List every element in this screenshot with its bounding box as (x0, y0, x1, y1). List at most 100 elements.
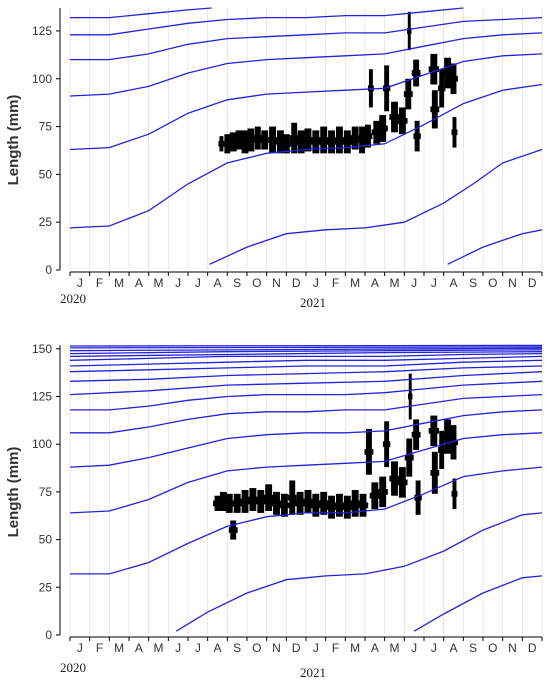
x-tick-label: S (469, 276, 477, 290)
sample-mode-bar (295, 139, 307, 145)
sample-mode-bar (310, 502, 321, 509)
sample-mode-bar (263, 494, 274, 501)
sample-mode-bar (318, 137, 329, 143)
sample-mode-bar (239, 498, 251, 505)
x-tick-label: S (233, 276, 241, 290)
sample-mode-bar (442, 433, 453, 440)
sample-mode-bar (397, 117, 408, 124)
sample-mode-bar (279, 502, 290, 509)
growth-curve-line (70, 16, 543, 61)
sample-mode-bar (213, 500, 222, 507)
sample-mode-bar (377, 125, 388, 132)
x-tick-label: A (449, 276, 457, 290)
x-tick-label: J (411, 641, 417, 655)
sample-mode-bar (364, 448, 374, 455)
growth-curve-line (69, 371, 543, 396)
y-tick-label: 50 (39, 167, 53, 181)
sample-mode-bar (289, 135, 299, 141)
sample-mode-bar (357, 502, 369, 509)
x-tick-label: N (508, 641, 517, 655)
x-tick-label: O (488, 641, 497, 655)
y-tick-label: 125 (32, 390, 52, 404)
growth-curve-line (70, 380, 543, 411)
growth-curve-line (209, 148, 543, 265)
growth-curve-line (70, 7, 212, 19)
x-tick-label: A (213, 276, 221, 290)
y-tick-label: 50 (39, 533, 53, 547)
sample-mode-bar (224, 500, 235, 507)
x-tick-label: A (371, 276, 379, 290)
growth-curve-line (69, 365, 543, 382)
x-tick-label: S (469, 641, 477, 655)
sample-mode-bar (389, 114, 400, 120)
y-axis-title: Length (mm) (5, 447, 22, 538)
sample-mode-bar (411, 431, 421, 438)
sample-mode-bar (371, 129, 382, 136)
growth-curve-line (69, 83, 543, 229)
sample-mode-bar (233, 137, 245, 143)
growth-curve-line (69, 347, 543, 352)
x-tick-label: J (313, 641, 319, 655)
sample-mode-bar (302, 137, 314, 143)
y-tick-label: 100 (32, 437, 52, 451)
growth-curve-line (69, 32, 543, 97)
sample-mode-bar (294, 500, 306, 507)
sample-mode-bar (334, 502, 345, 509)
y-tick-label: 100 (32, 72, 52, 86)
sample-mode-bar (411, 70, 421, 76)
growth-curve-line (413, 575, 543, 632)
x-tick-label: O (252, 641, 261, 655)
sample-mode-bar (404, 454, 414, 461)
x-tick-label: J (195, 276, 201, 290)
sample-mode-bar (369, 492, 380, 499)
year-label-2021: 2021 (300, 295, 326, 310)
sample-mode-bar (302, 498, 314, 505)
growth-curve-line (175, 512, 543, 632)
x-tick-label: J (411, 276, 417, 290)
x-tick-label: N (272, 276, 281, 290)
x-tick-label: F (332, 276, 339, 290)
sample-mode-bar (408, 393, 413, 400)
sample-mode-bar (451, 129, 458, 136)
sample-mode-bar (239, 139, 251, 145)
x-tick-label: N (272, 641, 281, 655)
sample-mode-bar (222, 140, 232, 147)
x-tick-label: M (114, 276, 124, 290)
sample-mode-bar (397, 479, 408, 486)
year-label-2020: 2020 (60, 291, 86, 306)
sample-mode-bar (430, 106, 440, 113)
y-tick-label: 75 (39, 120, 53, 134)
x-tick-label: O (252, 276, 261, 290)
x-tick-label: D (528, 276, 537, 290)
y-tick-label: 75 (39, 485, 53, 499)
sample-mode-bar (255, 498, 266, 505)
sample-mode-bar (342, 504, 353, 511)
sample-mode-bar (253, 135, 263, 141)
sample-mode-bar (350, 500, 361, 507)
growth-curve-line (69, 53, 543, 151)
sample-mode-bar (451, 490, 458, 497)
sample-mode-bar (382, 441, 391, 448)
sample-mode-bar (363, 133, 373, 139)
x-tick-label: M (390, 641, 400, 655)
x-tick-label: F (332, 641, 339, 655)
growth-curve-line (447, 229, 543, 265)
sample-mode-bar (389, 475, 400, 482)
x-tick-label: M (114, 641, 124, 655)
y-axis-title: Length (mm) (5, 95, 22, 186)
x-tick-label: D (528, 641, 537, 655)
sample-mode-bar (326, 139, 337, 145)
x-tick-label: J (175, 641, 181, 655)
sample-mode-bar (318, 500, 329, 507)
growth-curve-line (69, 352, 543, 361)
sample-mode-bar (245, 137, 257, 143)
sample-mode-bar (287, 494, 297, 501)
x-tick-label: O (488, 276, 497, 290)
year-label-2020: 2020 (60, 660, 86, 675)
x-tick-label: J (77, 641, 83, 655)
x-tick-label: F (96, 641, 103, 655)
sample-mode-bar (442, 70, 453, 76)
